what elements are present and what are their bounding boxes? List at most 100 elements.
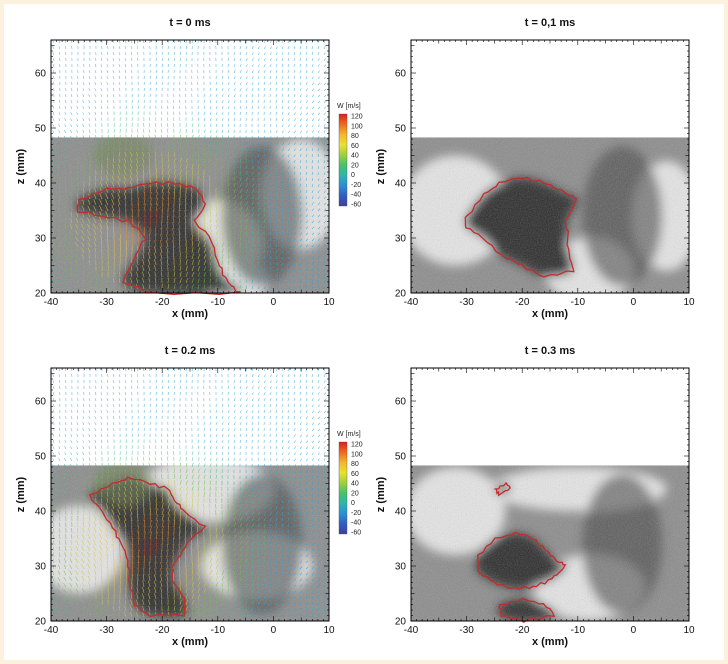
panel-title: t = 0.3 ms: [525, 345, 575, 357]
contour-line: [498, 597, 556, 623]
x-tick-label: 10: [323, 297, 335, 308]
x-tick-label: 0: [631, 625, 637, 636]
x-tick-label: -10: [571, 297, 586, 308]
colorbar-tick-label: 40: [351, 481, 359, 488]
x-axis-label: x (mm): [532, 636, 568, 648]
colorbar-title: W [m/s]: [337, 431, 361, 438]
z-tick-label: 60: [35, 397, 47, 408]
colorbar-tick-label: 0: [351, 172, 355, 179]
z-tick-label: 20: [35, 289, 47, 300]
z-axis: 20 30 40 50 60 z (mm): [375, 367, 689, 628]
x-tick-label: -30: [99, 625, 114, 636]
panel-t02: t = 0.2 ms -40 -30 -20 -10 0 10 x (mm) 20 30 40 50 6…: [4, 332, 364, 660]
colorbar: W [m/s] 120 100 80 60 40 20 0 -20 -40 -60: [337, 431, 363, 537]
x-tick-label: -10: [571, 625, 586, 636]
z-axis-label: z (mm): [15, 476, 27, 512]
x-tick-label: -30: [99, 297, 114, 308]
colorbar-tick-label: 40: [351, 153, 359, 160]
x-axis-label: x (mm): [172, 636, 208, 648]
x-tick-label: -10: [211, 625, 226, 636]
x-tick-label: -20: [155, 625, 170, 636]
x-tick-label: -40: [44, 625, 59, 636]
z-tick-label: 20: [35, 617, 47, 628]
x-axis-label: x (mm): [532, 308, 568, 320]
z-tick-label: 60: [395, 397, 407, 408]
x-tick-label: 0: [631, 297, 637, 308]
contour-line: [494, 481, 511, 497]
colorbar-gradient: [338, 441, 348, 535]
z-tick-label: 60: [395, 69, 407, 80]
z-axis: 20 30 40 50 60 z (mm): [15, 367, 329, 628]
z-tick-label: 20: [395, 289, 407, 300]
panel-title: t = 0,1 ms: [525, 17, 575, 29]
velocity-vectors: [51, 367, 327, 618]
panel-title: t = 0 ms: [169, 17, 210, 29]
panel-t01: t = 0,1 ms -40 -30 -20 -10 0 10 x (mm) 20 30 40 50 6…: [364, 4, 724, 332]
z-tick-label: 50: [35, 452, 47, 463]
velocity-vectors: [51, 39, 327, 290]
x-axis: -40 -30 -20 -10 0 10 x (mm): [44, 368, 335, 648]
flame-image: [51, 465, 329, 621]
x-tick-label: -30: [459, 297, 474, 308]
flame-image: [411, 137, 689, 293]
x-axis-label: x (mm): [172, 308, 208, 320]
colorbar-tick-label: -60: [351, 202, 361, 209]
flame-contour: [76, 180, 240, 296]
x-tick-label: 10: [323, 625, 335, 636]
flame-contour: [464, 177, 578, 278]
x-tick-label: -10: [211, 297, 226, 308]
z-tick-label: 40: [395, 179, 407, 190]
figure: t = 0 ms -40 -30 -20 -10 0 10 x (mm) 20 30 40 50 60 z…: [4, 4, 724, 660]
colorbar-tick-label: 60: [351, 471, 359, 478]
colorbar-tick-label: 120: [351, 442, 363, 449]
z-tick-label: 40: [35, 179, 47, 190]
panel-t0: t = 0 ms -40 -30 -20 -10 0 10 x (mm) 20 30 40 50 60 z…: [4, 4, 364, 332]
panel-title: t = 0.2 ms: [165, 345, 215, 357]
colorbar-tick-label: -20: [351, 182, 361, 189]
x-tick-label: 10: [683, 297, 695, 308]
panel-svg: t = 0 ms -40 -30 -20 -10 0 10 x (mm) 20 30 40 50 60 z…: [15, 17, 363, 320]
x-axis: -40 -30 -20 -10 0 10 x (mm): [404, 40, 695, 320]
colorbar-tick-label: -40: [351, 192, 361, 199]
colorbar-tick-label: 100: [351, 123, 363, 130]
z-axis-label: z (mm): [375, 148, 387, 184]
x-tick-label: -30: [459, 625, 474, 636]
panel-svg: t = 0.3 ms -40 -30 -20 -10 0 10 x (mm) 20 30 40 50 6…: [375, 345, 695, 648]
colorbar-tick-label: 60: [351, 143, 359, 150]
contour-line: [477, 531, 567, 591]
z-tick-label: 30: [35, 562, 47, 573]
z-axis: 20 30 40 50 60 z (mm): [15, 39, 329, 300]
x-axis: -40 -30 -20 -10 0 10 x (mm): [44, 40, 335, 320]
z-tick-label: 30: [395, 234, 407, 245]
z-tick-label: 30: [35, 234, 47, 245]
x-tick-label: 10: [683, 625, 695, 636]
x-tick-label: -20: [515, 625, 530, 636]
x-tick-label: 0: [271, 297, 277, 308]
z-tick-label: 40: [395, 507, 407, 518]
colorbar-tick-label: 20: [351, 162, 359, 169]
colorbar-tick-label: -40: [351, 520, 361, 527]
colorbar-tick-label: 80: [351, 461, 359, 468]
colorbar-tick-label: 120: [351, 114, 363, 121]
colorbar-tick-label: 20: [351, 490, 359, 497]
colorbar-tick-label: 100: [351, 451, 363, 458]
z-tick-label: 50: [395, 124, 407, 135]
x-tick-label: -40: [404, 625, 419, 636]
panel-svg: t = 0,1 ms -40 -30 -20 -10 0 10 x (mm) 20 30 40 50 6…: [375, 17, 695, 320]
z-axis-label: z (mm): [15, 148, 27, 184]
z-tick-label: 30: [395, 562, 407, 573]
colorbar-tick-label: 80: [351, 133, 359, 140]
contour-line: [76, 180, 240, 296]
contour-line: [89, 476, 207, 618]
x-tick-label: -20: [155, 297, 170, 308]
x-tick-label: -40: [404, 297, 419, 308]
z-tick-label: 50: [35, 124, 47, 135]
z-axis-label: z (mm): [375, 476, 387, 512]
colorbar-tick-label: -60: [351, 530, 361, 537]
colorbar-tick-label: 0: [351, 500, 355, 507]
colorbar-gradient: [338, 113, 348, 207]
colorbar-tick-label: -20: [351, 510, 361, 517]
x-tick-label: -40: [44, 297, 59, 308]
x-tick-label: 0: [271, 625, 277, 636]
panel-svg: t = 0.2 ms -40 -30 -20 -10 0 10 x (mm) 20 30 40 50 6…: [15, 345, 363, 648]
